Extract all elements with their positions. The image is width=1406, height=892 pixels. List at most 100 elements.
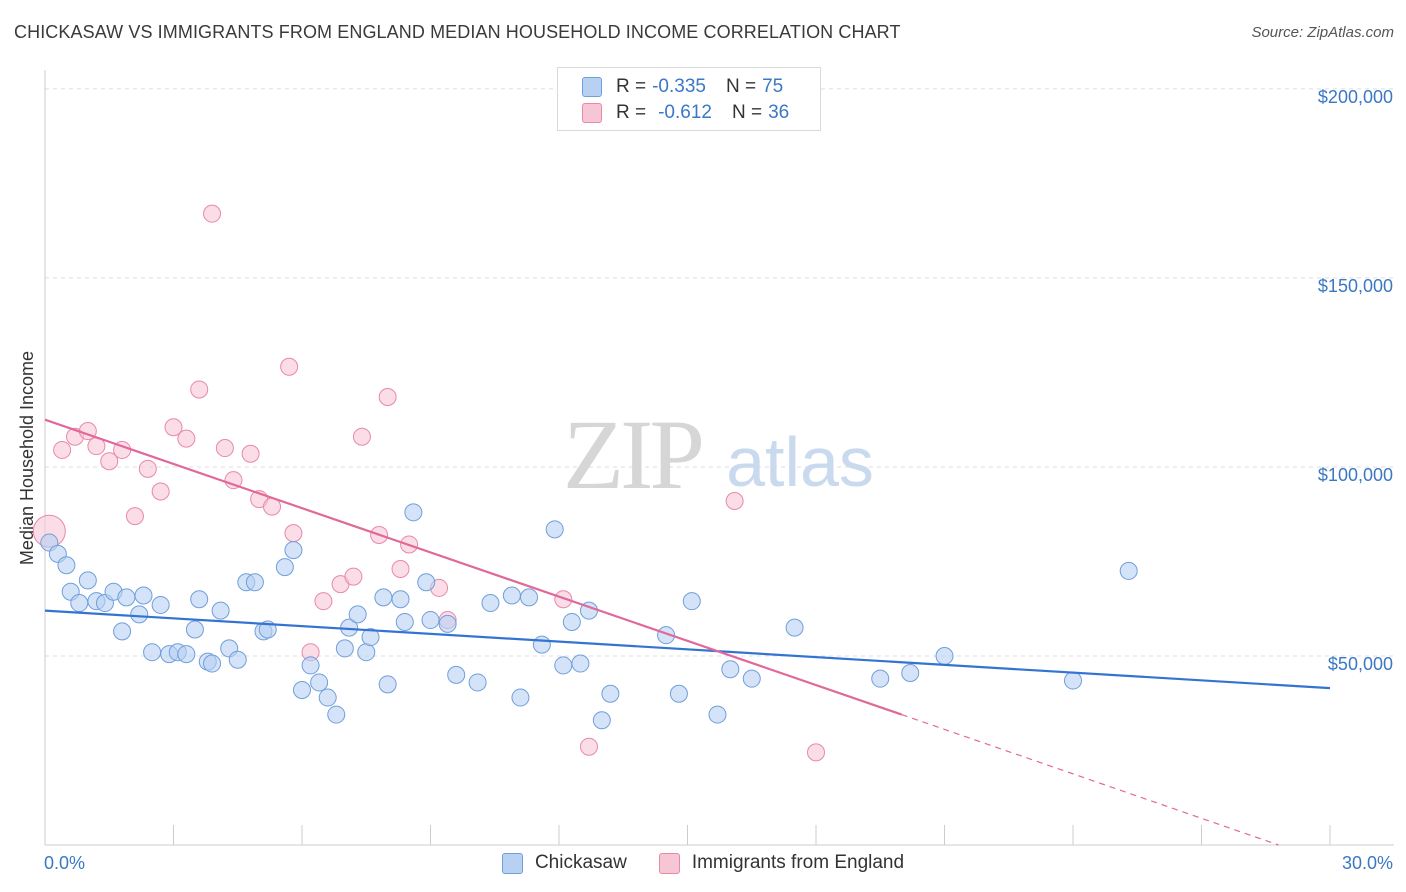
- data-point-chickasaw: [742, 669, 761, 688]
- n-label: N =: [725, 76, 757, 97]
- legend-swatch-pink: [658, 852, 680, 874]
- data-point-chickasaw: [520, 588, 539, 607]
- data-point-immigrants: [352, 427, 371, 446]
- data-point-chickasaw: [438, 614, 457, 633]
- data-point-immigrants: [190, 380, 209, 399]
- data-point-chickasaw: [70, 594, 89, 613]
- legend-item-immigrants: Immigrants from England: [658, 852, 905, 874]
- data-point-chickasaw: [177, 645, 196, 664]
- axis-labels: $50,000 $100,000 $150,000 $200,000 0.0% 30.0%: [44, 87, 1393, 873]
- data-point-chickasaw: [417, 573, 436, 592]
- data-point-chickasaw: [592, 711, 611, 730]
- data-point-immigrants: [280, 357, 299, 376]
- data-point-chickasaw: [245, 573, 264, 592]
- legend-swatch-pink: [582, 103, 602, 123]
- r-value: -0.335: [652, 76, 706, 97]
- trend-lines: [44, 418, 1331, 846]
- data-point-immigrants: [579, 737, 598, 756]
- series-immigrants-points: [32, 204, 825, 762]
- data-point-chickasaw: [404, 503, 423, 522]
- data-point-chickasaw: [378, 675, 397, 694]
- y-tick-label: $100,000: [1318, 465, 1393, 485]
- legend-label: Immigrants from England: [691, 852, 905, 873]
- data-point-immigrants: [725, 491, 744, 510]
- data-point-chickasaw: [190, 590, 209, 609]
- n-value: 36: [768, 102, 790, 123]
- data-point-immigrants: [391, 560, 410, 579]
- n-value: 75: [762, 76, 784, 97]
- data-point-chickasaw: [211, 601, 230, 620]
- source-credit: Source: ZipAtlas.com: [1251, 24, 1394, 41]
- data-point-chickasaw: [502, 586, 521, 605]
- data-point-chickasaw: [669, 684, 688, 703]
- data-point-chickasaw: [134, 586, 153, 605]
- data-point-chickasaw: [228, 650, 247, 669]
- data-point-chickasaw: [327, 705, 346, 724]
- trend-line-immigrants-extension: [901, 714, 1279, 846]
- data-point-chickasaw: [318, 688, 337, 707]
- data-point-chickasaw: [721, 660, 740, 679]
- legend-row-immigrants: R = -0.612 N = 36: [582, 101, 789, 125]
- data-point-chickasaw: [395, 612, 414, 631]
- data-point-chickasaw: [348, 605, 367, 624]
- legend-row-chickasaw: R = -0.335 N = 75: [582, 75, 783, 99]
- y-tick-label: $150,000: [1318, 276, 1393, 296]
- data-point-chickasaw: [421, 611, 440, 630]
- data-point-immigrants: [151, 482, 170, 501]
- data-point-chickasaw: [391, 590, 410, 609]
- data-point-chickasaw: [511, 688, 530, 707]
- series-legend: Chickasaw Immigrants from England: [0, 852, 1406, 874]
- data-point-chickasaw: [682, 592, 701, 611]
- data-point-chickasaw: [554, 656, 573, 675]
- y-axis-title: Median Household Income: [17, 351, 37, 565]
- legend-label: Chickasaw: [534, 852, 627, 873]
- data-point-chickasaw: [785, 618, 804, 637]
- data-point-immigrants: [807, 743, 825, 762]
- x-tick-label: 30.0%: [1342, 853, 1393, 873]
- data-point-immigrants: [215, 439, 234, 458]
- data-point-chickasaw: [374, 588, 393, 607]
- data-point-chickasaw: [1119, 561, 1138, 580]
- legend-swatch-blue: [582, 77, 602, 97]
- data-point-chickasaw: [130, 605, 149, 624]
- data-point-chickasaw: [1064, 671, 1082, 690]
- data-point-chickasaw: [301, 656, 320, 675]
- data-point-immigrants: [138, 459, 157, 478]
- data-point-chickasaw: [143, 643, 162, 662]
- grid-layer: [45, 88, 1394, 657]
- legend-item-chickasaw: Chickasaw: [501, 852, 627, 874]
- watermark: ZIP atlas: [563, 399, 874, 510]
- data-point-immigrants: [203, 204, 222, 223]
- data-point-immigrants: [224, 471, 243, 490]
- watermark-zip: ZIP: [563, 399, 701, 510]
- watermark-atlas: atlas: [726, 423, 874, 501]
- trend-line-immigrants: [44, 418, 903, 716]
- r-value: -0.612: [658, 102, 712, 123]
- data-point-chickasaw: [335, 639, 354, 658]
- data-point-chickasaw: [708, 705, 727, 724]
- data-point-chickasaw: [185, 620, 204, 639]
- data-point-chickasaw: [310, 673, 329, 692]
- series-chickasaw-points: [40, 503, 1138, 730]
- data-point-immigrants: [554, 590, 573, 609]
- data-point-chickasaw: [481, 594, 500, 613]
- axis-layer: [44, 70, 1394, 846]
- data-point-chickasaw: [468, 673, 487, 692]
- data-point-chickasaw: [871, 669, 890, 688]
- data-point-immigrants: [164, 418, 183, 437]
- data-point-immigrants: [100, 452, 119, 471]
- data-point-immigrants: [125, 507, 144, 526]
- chart-title: CHICKASAW VS IMMIGRANTS FROM ENGLAND MED…: [14, 22, 901, 42]
- data-point-chickasaw: [203, 654, 222, 673]
- y-tick-label: $50,000: [1328, 654, 1393, 674]
- x-tick-label: 0.0%: [44, 853, 85, 873]
- data-point-chickasaw: [284, 541, 303, 560]
- data-point-chickasaw: [151, 595, 170, 614]
- data-point-immigrants: [177, 429, 196, 448]
- data-point-chickasaw: [545, 520, 564, 539]
- data-point-chickasaw: [113, 622, 132, 641]
- data-point-chickasaw: [293, 681, 311, 699]
- data-point-chickasaw: [361, 628, 380, 647]
- data-point-immigrants: [284, 524, 303, 543]
